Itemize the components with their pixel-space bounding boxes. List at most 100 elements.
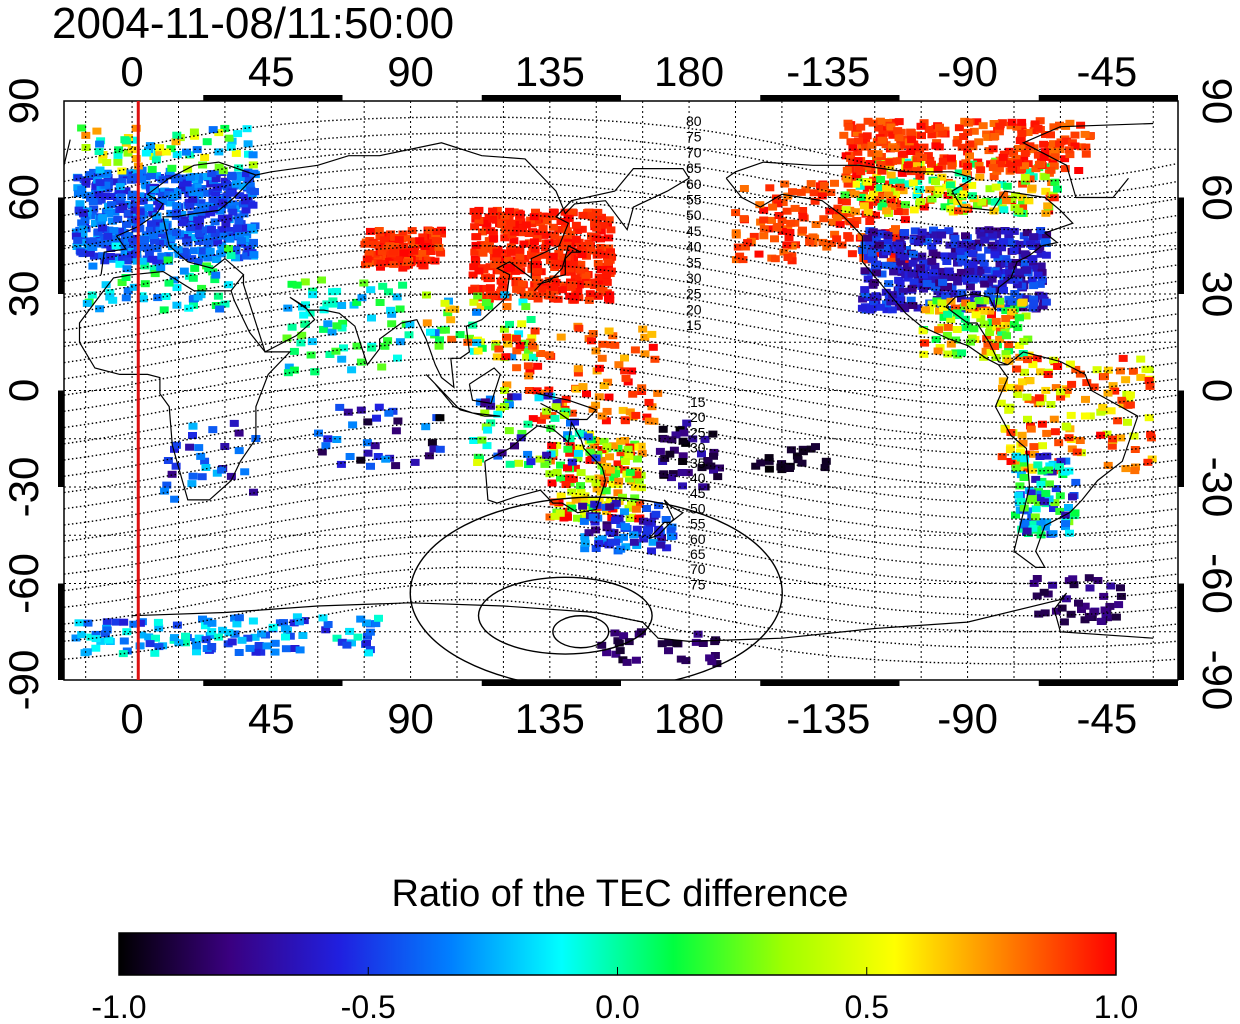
tec-pixel	[1025, 168, 1035, 176]
tec-pixel	[1049, 162, 1059, 170]
tec-pixel	[393, 254, 403, 262]
tec-pixel	[951, 240, 961, 248]
tec-pixel	[957, 295, 966, 303]
lon-tick-bottom: 135	[515, 695, 585, 742]
tec-pixel	[837, 241, 847, 249]
tec-pixel	[927, 300, 937, 308]
tec-pixel	[1040, 238, 1050, 246]
tec-pixel	[643, 518, 653, 526]
tec-pixel	[570, 464, 580, 472]
tec-pixel	[468, 271, 478, 279]
tec-pixel	[218, 626, 228, 634]
tec-pixel	[1136, 355, 1146, 363]
tec-pixel	[499, 256, 509, 264]
tec-pixel	[979, 320, 989, 328]
tec-pixel	[135, 224, 145, 232]
tec-pixel	[990, 133, 1000, 140]
tec-pixel	[203, 254, 213, 262]
tec-pixel	[173, 246, 183, 254]
tec-pixel	[1048, 581, 1058, 589]
tec-pixel	[1117, 396, 1127, 404]
tec-pixel	[668, 470, 678, 478]
lon-tick-bottom: -135	[786, 695, 870, 742]
tec-pixel	[232, 620, 242, 628]
contour-label-south: 60	[690, 531, 706, 547]
tec-pixel	[940, 252, 950, 260]
tec-pixel	[913, 304, 923, 312]
tec-pixel	[946, 205, 956, 213]
tec-pixel	[995, 335, 1005, 343]
tec-pixel	[1004, 357, 1014, 365]
tec-pixel	[786, 446, 796, 454]
tec-pixel	[367, 314, 376, 322]
tec-pixel	[779, 248, 789, 256]
tec-pixel	[527, 261, 537, 269]
tec-pixel	[957, 349, 967, 357]
tec-pixel	[565, 292, 575, 300]
tec-pixel	[489, 235, 499, 243]
tec-pixel	[976, 315, 986, 323]
tec-pixel	[147, 172, 157, 180]
tec-pixel	[1131, 463, 1140, 471]
lat-tick-right: 30	[1194, 271, 1240, 318]
tec-pixel	[1066, 411, 1076, 419]
tec-pixel	[907, 270, 917, 278]
tec-pixel	[151, 156, 161, 164]
tec-pixel	[94, 148, 104, 155]
tec-pixel	[572, 277, 582, 284]
tec-pixel	[884, 191, 894, 199]
coastline	[537, 393, 598, 421]
tec-pixel	[1005, 383, 1015, 391]
tec-pixel	[1018, 439, 1028, 447]
tec-pixel	[248, 151, 258, 159]
tec-pixel	[128, 202, 137, 210]
tec-pixel	[1107, 442, 1117, 450]
tec-pixel	[328, 300, 338, 308]
tec-pixel	[171, 462, 181, 470]
tec-pixel	[542, 217, 552, 225]
tec-pixel	[1061, 595, 1071, 603]
tec-pixel	[1114, 601, 1124, 609]
tec-pixel	[1017, 299, 1027, 307]
tec-pixel	[606, 226, 616, 234]
tec-pixel	[211, 191, 221, 199]
tec-pixel	[223, 281, 233, 289]
tec-pixel	[844, 123, 854, 131]
tec-pixel	[1050, 178, 1060, 186]
tec-pixel	[798, 212, 808, 220]
tec-pixel	[1048, 157, 1058, 165]
tec-pixel	[1025, 175, 1035, 183]
tec-pixel	[486, 402, 496, 410]
tec-pixel	[234, 447, 244, 455]
tec-pixel	[78, 225, 88, 233]
tec-pixel	[931, 335, 941, 343]
tec-pixel	[1001, 307, 1011, 315]
tec-pixel	[118, 203, 128, 211]
tec-pixel	[739, 215, 749, 223]
tec-pixel	[1062, 137, 1071, 145]
tec-pixel	[917, 166, 926, 174]
tec-pixel	[1092, 366, 1102, 374]
tec-pixel	[681, 657, 691, 665]
tec-pixel	[1051, 607, 1061, 615]
tec-pixel	[1051, 485, 1061, 493]
tec-pixel	[510, 228, 519, 236]
tec-pixel	[169, 276, 179, 284]
tec-pixel	[137, 166, 147, 174]
tec-pixel	[103, 232, 113, 240]
tec-pixel	[248, 201, 258, 209]
tec-pixel	[500, 234, 510, 242]
tec-pixel	[927, 131, 937, 139]
tec-pixel	[1004, 341, 1014, 349]
tec-pixel	[573, 449, 583, 457]
tec-pixel	[585, 475, 595, 483]
tec-pixel	[207, 619, 217, 627]
tec-pixel	[908, 250, 918, 258]
tec-pixel	[197, 284, 207, 292]
tec-pixel	[100, 257, 110, 265]
tec-pixel	[915, 185, 925, 193]
tec-pixel	[912, 191, 922, 199]
tec-pixel	[563, 431, 573, 439]
tec-pixel	[131, 216, 141, 224]
tec-pixel	[528, 353, 538, 361]
